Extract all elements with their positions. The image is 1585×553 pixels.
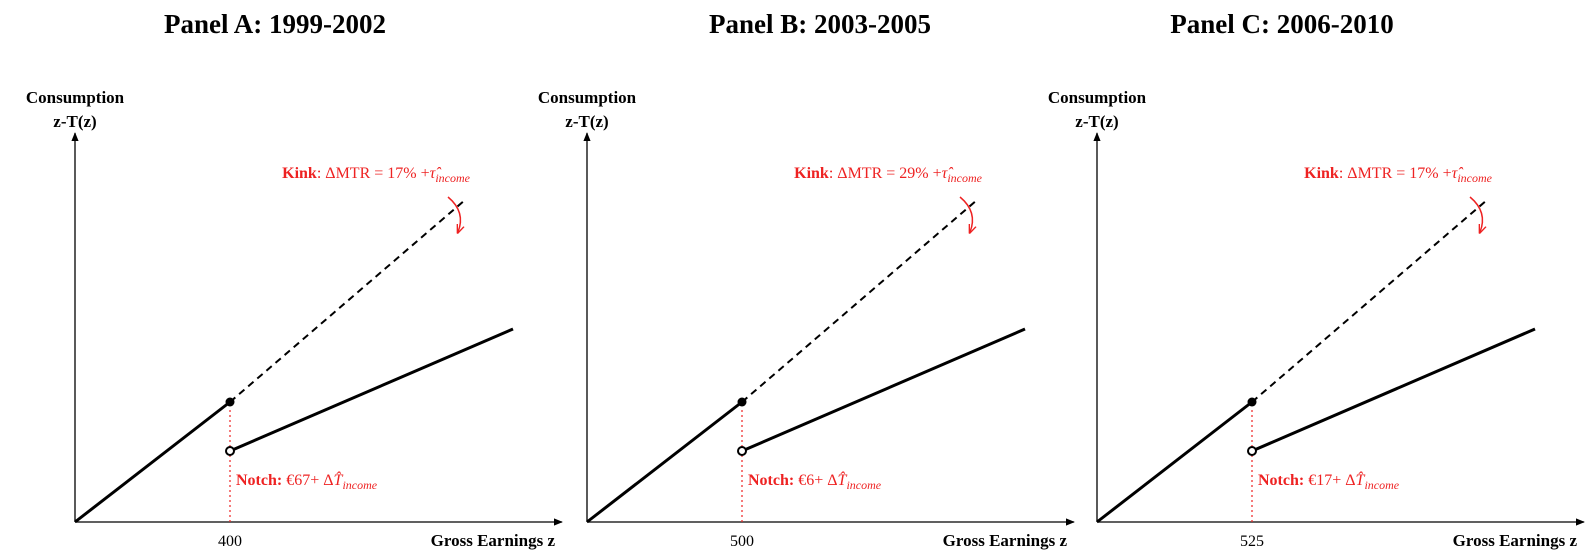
kink-text: : ΔMTR = 17% + [317,165,430,182]
notch-bold: Notch: [748,472,794,489]
kink-point [1247,397,1257,407]
budget-line-high [1251,327,1536,453]
notch-subscript: income [1364,478,1399,492]
kink-label: Kink: ΔMTR = 29% +τ̂income [794,165,983,185]
notch-bold: Notch: [1258,472,1304,489]
y-label: Consumption [1048,88,1147,107]
notch-text: €6+ Δ [794,472,837,489]
notch-symbol: T̂ [838,470,848,489]
kink-subscript: income [1457,171,1492,185]
threshold-label: 400 [218,533,242,550]
budget-line-high [741,327,1026,453]
threshold-label: 500 [730,533,754,550]
panel-title: Panel A: 1999-2002 [164,9,386,39]
notch-label: Notch: €17+ ΔT̂income [1258,470,1400,492]
counterfactual-line [741,199,978,403]
panel-title: Panel B: 2003-2005 [709,9,931,39]
kink-label: Kink: ΔMTR = 17% +τ̂income [1304,165,1493,185]
kink-point [225,397,235,407]
budget-line-high [229,327,514,453]
kink-bold: Kink [794,165,829,182]
notch-label: Notch: €67+ ΔT̂income [236,470,378,492]
notch-text: €67+ Δ [282,472,333,489]
counterfactual-line [229,199,466,403]
kink-bold: Kink [1304,165,1339,182]
panel-title: Panel C: 2006-2010 [1170,9,1393,39]
notch-symbol: T̂ [334,470,344,489]
notch-symbol: T̂ [1356,470,1366,489]
panel: Consumption z-T(z) Gross Earnings z 400 Kink… [26,88,563,550]
y-sublabel: z-T(z) [53,112,96,131]
budget-line-low [1096,400,1253,524]
kink-subscript: income [435,171,470,185]
notch-subscript: income [342,478,377,492]
counterfactual-line [1251,199,1488,403]
kink-arrow [959,196,972,232]
budget-line-low [586,400,743,524]
y-sublabel: z-T(z) [1075,112,1118,131]
x-label: Gross Earnings z [1453,531,1578,550]
panel: Consumption z-T(z) Gross Earnings z 525 Kink… [1048,88,1585,550]
x-label: Gross Earnings z [943,531,1068,550]
kink-point [737,397,747,407]
notch-subscript: income [846,478,881,492]
kink-subscript: income [947,171,982,185]
x-label: Gross Earnings z [431,531,556,550]
notch-point [225,446,235,456]
notch-point [1247,446,1257,456]
kink-text: : ΔMTR = 17% + [1339,165,1452,182]
kink-arrow [1469,196,1482,232]
notch-bold: Notch: [236,472,282,489]
panel: Consumption z-T(z) Gross Earnings z 500 Kink… [538,88,1075,550]
y-sublabel: z-T(z) [565,112,608,131]
threshold-label: 525 [1240,533,1264,550]
notch-point [737,446,747,456]
kink-label: Kink: ΔMTR = 17% +τ̂income [282,165,471,185]
y-label: Consumption [26,88,125,107]
kink-text: : ΔMTR = 29% + [829,165,942,182]
kink-arrow [447,196,460,232]
y-label: Consumption [538,88,637,107]
kink-bold: Kink [282,165,317,182]
budget-line-low [74,400,231,524]
notch-text: €17+ Δ [1304,472,1355,489]
notch-label: Notch: €6+ ΔT̂income [748,470,882,492]
